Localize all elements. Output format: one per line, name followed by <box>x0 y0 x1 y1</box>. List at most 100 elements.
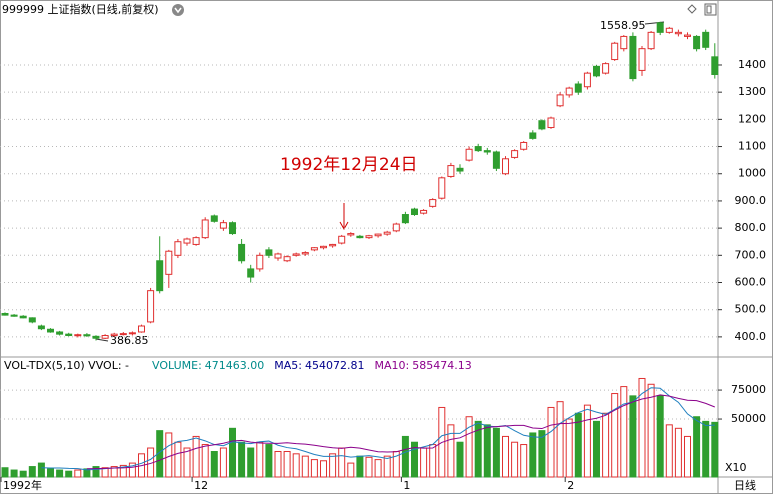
candle-body <box>465 148 473 161</box>
volume-bar <box>292 453 300 478</box>
y-tick-label: 800.0 <box>735 221 767 234</box>
candle-body <box>556 94 564 107</box>
volume-bar <box>638 377 646 478</box>
volume-bar <box>620 386 628 478</box>
volume-bar <box>647 383 655 478</box>
candle-body <box>174 241 182 256</box>
volume-bar <box>456 441 464 478</box>
volume-bar <box>365 456 373 478</box>
volume-bar <box>238 441 246 478</box>
candle-body <box>19 315 27 319</box>
volume-bar <box>383 455 391 478</box>
volume-bar <box>47 468 54 478</box>
candle-body <box>538 120 546 130</box>
candle-body <box>320 245 327 249</box>
volume-bar <box>256 441 264 478</box>
candle-body <box>529 132 537 139</box>
volume-bar <box>192 435 200 478</box>
volume-bar <box>529 432 537 478</box>
menu-button[interactable] <box>172 4 184 16</box>
y-tick-label: 75000 <box>731 383 766 396</box>
volume-bar <box>465 416 473 478</box>
volume-unit: X10 <box>725 461 747 474</box>
date-annotation: 1992年12月24日 <box>280 155 418 175</box>
candle-body <box>438 177 446 199</box>
candle-body <box>347 233 355 236</box>
readout-label: MA5: <box>274 359 302 372</box>
candle-body <box>547 117 555 129</box>
candle-body <box>83 334 91 337</box>
candle-body <box>283 256 291 262</box>
x-tick-label: 1992年 <box>3 478 42 492</box>
volume-bar <box>674 427 682 478</box>
candle-body <box>374 233 382 237</box>
volume-bar <box>283 451 291 478</box>
y-tick-label: 500.0 <box>735 303 767 316</box>
volume-bar <box>547 406 555 478</box>
candle-body <box>656 22 664 33</box>
candle-body <box>702 31 710 48</box>
candle-body <box>192 237 200 245</box>
candle-body <box>128 332 136 335</box>
volume-bar <box>602 412 610 478</box>
volume-bar <box>502 435 509 478</box>
candle-body <box>456 167 464 172</box>
diamond-icon[interactable] <box>687 4 697 14</box>
volume-bar <box>101 467 109 478</box>
volume-bar <box>65 470 73 478</box>
volume-bar <box>401 435 409 478</box>
volume-bar <box>474 420 482 478</box>
window-icon[interactable] <box>704 3 717 16</box>
candle-body <box>429 199 437 207</box>
volume-bar <box>310 459 318 478</box>
candle-body <box>447 165 455 177</box>
candle-body <box>647 31 655 50</box>
volume-bar <box>1 467 9 478</box>
candle-body <box>201 219 209 239</box>
candle-body <box>338 235 346 244</box>
y-tick-label: 1400 <box>738 58 766 71</box>
volume-bar <box>10 469 18 478</box>
volume-bar <box>28 466 36 478</box>
date-arrowhead <box>339 221 349 231</box>
candle-body <box>47 328 54 333</box>
candle-body <box>247 268 255 278</box>
candle-body <box>492 151 500 169</box>
volume-bar <box>210 451 218 478</box>
volume-bar <box>247 447 255 478</box>
volume-bar <box>520 444 528 478</box>
volume-bar <box>693 416 701 478</box>
volume-bar <box>420 447 428 478</box>
volume-bar <box>411 441 418 478</box>
candle-body <box>638 48 646 71</box>
volume-bar <box>274 451 282 478</box>
candle-body <box>37 325 45 330</box>
volume-bar <box>511 441 519 478</box>
candle-body <box>620 35 628 50</box>
volume-bar <box>538 430 546 478</box>
volume-bar <box>83 468 91 478</box>
x-tick-label: 2 <box>567 479 574 492</box>
volume-bar <box>656 395 664 478</box>
volume-bar <box>483 424 491 478</box>
high-annotation: 1558.95 <box>600 19 646 32</box>
x-tick-label: 1 <box>403 479 410 492</box>
y-tick-label: 1200 <box>738 112 766 125</box>
candle-body <box>420 209 428 214</box>
volume-bar <box>702 420 710 478</box>
candle-body <box>520 141 528 150</box>
candle-body <box>474 146 482 152</box>
candle-body <box>502 158 509 175</box>
volume-bar <box>56 469 64 478</box>
candle-body <box>329 243 337 247</box>
volume-bar <box>583 404 591 478</box>
annotation-arrow <box>95 338 109 342</box>
candle-body <box>274 253 282 259</box>
candle-body <box>365 235 373 239</box>
candle-body <box>629 35 637 80</box>
volume-bar <box>684 435 691 478</box>
volume-bar <box>229 427 236 478</box>
volume-bar <box>110 466 118 478</box>
y-tick-label: 1000 <box>738 167 766 180</box>
y-tick-label: 600.0 <box>735 276 767 289</box>
